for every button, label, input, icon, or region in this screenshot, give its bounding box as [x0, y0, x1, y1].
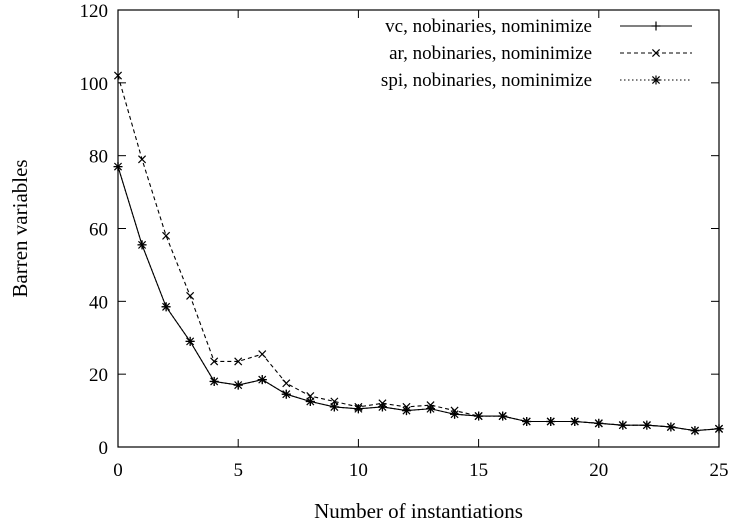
series-line: [117, 166, 720, 432]
data-point: [498, 411, 508, 421]
x-tick-label: 10: [349, 460, 368, 481]
data-point: [522, 417, 532, 427]
data-point: [281, 389, 291, 399]
y-axis-label: Barren variables: [8, 159, 32, 297]
data-point: [257, 375, 267, 385]
legend-marker: [651, 48, 661, 58]
x-tick-label: 25: [710, 460, 729, 481]
data-point: [209, 376, 219, 386]
legend-marker: [651, 21, 661, 31]
data-point: [594, 418, 604, 428]
x-tick-label: 15: [469, 460, 488, 481]
data-point: [401, 406, 411, 416]
data-point: [450, 409, 460, 419]
data-point: [474, 411, 484, 421]
x-axis-label: Number of instantiations: [314, 499, 523, 523]
y-tick-label: 40: [89, 292, 108, 313]
data-point: [353, 404, 363, 414]
series-0: [113, 162, 724, 436]
data-point: [113, 162, 123, 172]
data-point: [642, 420, 652, 430]
series-line: [117, 166, 720, 432]
data-point: [185, 336, 195, 346]
data-point: [618, 420, 628, 430]
data-point: [690, 426, 700, 436]
y-tick-label: 120: [80, 1, 109, 22]
legend-label: ar, nobinaries, nominimize: [389, 43, 592, 64]
data-point: [113, 71, 123, 80]
series-line: [117, 75, 720, 432]
data-point: [666, 422, 676, 432]
y-tick-label: 60: [89, 220, 108, 241]
data-point: [137, 240, 147, 250]
legend-label: spi, nobinaries, nominimize: [381, 70, 592, 91]
data-point: [329, 402, 339, 412]
data-point: [714, 424, 724, 434]
y-axis-ticks: 0 20 40 60 80 100 120: [80, 1, 719, 459]
series-1: [113, 71, 724, 435]
data-point: [305, 396, 315, 406]
data-point: [161, 302, 171, 312]
data-point: [233, 380, 243, 390]
legend: vc, nobinaries, nominimize ar, nobinaries…: [381, 16, 692, 91]
y-tick-label: 20: [89, 365, 108, 386]
x-tick-label: 20: [589, 460, 608, 481]
y-tick-label: 100: [80, 74, 109, 95]
data-point: [546, 417, 556, 427]
data-point: [186, 291, 195, 300]
data-point: [282, 379, 291, 388]
y-tick-label: 80: [89, 147, 108, 168]
legend-marker: [651, 75, 661, 85]
data-point: [234, 357, 243, 366]
data-point: [377, 402, 387, 412]
data-point: [570, 417, 580, 427]
data-point: [162, 231, 171, 240]
data-point: [426, 404, 436, 414]
y-tick-label: 0: [99, 438, 109, 459]
x-axis-ticks: 0 5 10 15 20 25: [113, 10, 729, 481]
series-2: [113, 162, 724, 436]
x-tick-label: 0: [113, 460, 123, 481]
data-point: [210, 357, 219, 366]
data-point: [138, 155, 147, 164]
data-point: [258, 350, 267, 359]
x-tick-label: 5: [233, 460, 243, 481]
series-layer: [113, 71, 724, 436]
legend-label: vc, nobinaries, nominimize: [385, 16, 592, 37]
